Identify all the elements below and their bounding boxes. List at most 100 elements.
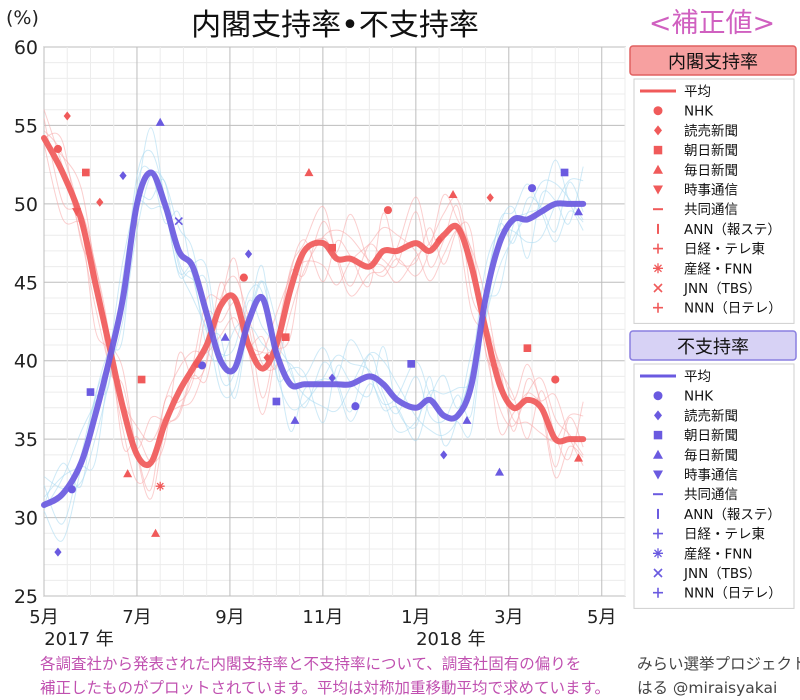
legend-label: 時事通信 [684, 468, 738, 484]
x-tick-year-label: 2017 年 [44, 629, 114, 650]
disapproval-data-point [174, 216, 183, 226]
legend-marker [654, 125, 662, 136]
y-tick-label: 25 [14, 586, 38, 608]
legend-label: 時事通信 [684, 183, 738, 199]
legend-label: 共同通信 [684, 487, 738, 503]
approval-legend-title: 内閣支持率 [668, 52, 758, 73]
legend-label: 日経・テレ東 [684, 527, 765, 543]
disapproval-data-point [155, 117, 165, 126]
legend-label: 読売新聞 [684, 123, 738, 139]
x-tick-label: 5月 [29, 607, 58, 628]
legend-label: 平均 [684, 84, 711, 100]
disapproval-data-point [440, 450, 448, 460]
disapproval-data-point [119, 171, 127, 181]
disapproval-data-point [351, 402, 360, 411]
disapproval-data-point [462, 415, 472, 424]
legend-marker [653, 548, 663, 559]
legend-label: NNN（日テレ） [684, 586, 782, 602]
x-tick-year-label: 2018 年 [416, 629, 486, 650]
y-tick-label: 35 [14, 429, 38, 451]
legend-label: ANN（報ステ） [684, 222, 781, 238]
disapproval-data-point [290, 415, 300, 424]
disapproval-data-point [244, 249, 253, 259]
pollster-faint-line [43, 109, 584, 456]
legend-label: ANN（報ステ） [684, 507, 781, 523]
legend-marker [653, 243, 663, 254]
y-tick-label: 40 [14, 351, 38, 373]
disapproval-data-point [86, 388, 95, 396]
disapproval-legend-title-box [629, 330, 797, 361]
disapproval-data-point [220, 332, 230, 341]
disapproval-average-line [41, 169, 587, 508]
legend-marker [653, 145, 663, 155]
legend-label: JNN（TBS） [683, 566, 761, 582]
legend-label: 産経・FNN [684, 261, 752, 277]
legend-label: JNN（TBS） [683, 281, 761, 297]
average-lines [41, 135, 587, 508]
legend-marker [653, 302, 663, 313]
approval-data-point [328, 243, 337, 252]
approval-data-point [448, 189, 458, 199]
approval-data-point [304, 167, 314, 177]
disapproval-data-point [560, 168, 569, 177]
footnote-line-2: 補正したものがプロットされています。平均は対称加重移動平均で求めています。 [40, 679, 610, 697]
chart-title: 内閣支持率•不支持率 [191, 8, 479, 43]
approval-legend-box [633, 78, 795, 324]
legend-marker [653, 185, 663, 195]
credit-line-2: はる @miraisyakai [637, 679, 778, 697]
legend: 内閣支持率平均NHK読売新聞朝日新聞毎日新聞時事通信共同通信ANN（報ステ）日経… [629, 45, 797, 609]
x-tick-label: 3月 [494, 607, 523, 628]
y-axis-unit-label: (%) [6, 7, 39, 29]
disapproval-data-point [197, 361, 207, 370]
legend-marker [653, 587, 663, 598]
approval-data-point [574, 453, 584, 462]
y-tick-label: 50 [14, 194, 38, 216]
disapproval-data-point [272, 397, 281, 406]
x-tick-label: 9月 [215, 607, 244, 628]
disapproval-data-point [407, 360, 416, 368]
approval-data-point [281, 333, 290, 342]
y-tick-label: 55 [14, 115, 38, 137]
legend-marker [653, 430, 663, 440]
legend-label: NHK [684, 104, 714, 120]
approval-data-point [123, 469, 133, 478]
legend-marker [653, 263, 663, 274]
x-tick-label: 7月 [122, 607, 151, 628]
x-tick-label: 1月 [401, 607, 430, 628]
legend-marker [653, 528, 663, 539]
y-tick-labels: 25 30 35 40 45 50 55 60 [14, 37, 38, 608]
legend-label: 毎日新聞 [684, 163, 738, 179]
approval-data-point [137, 375, 146, 384]
legend-marker [653, 164, 663, 174]
approval-data-point [63, 111, 71, 121]
approval-data-point [523, 344, 532, 352]
y-tick-label: 30 [14, 508, 38, 530]
legend-label: 朝日新聞 [684, 143, 738, 159]
disapproval-legend-box [633, 363, 795, 609]
approval-data-point [155, 481, 165, 491]
disapproval-data-point [527, 184, 537, 193]
approval-average-line [41, 135, 587, 468]
chart: 内閣支持率•不支持率 <補正値> (%) 25 30 35 40 45 50 55 60 5月… [6, 7, 797, 650]
approval-data-point [239, 273, 248, 282]
pollster-faint-line [43, 141, 584, 485]
y-tick-label: 45 [14, 272, 38, 294]
legend-label: 読売新聞 [684, 408, 738, 424]
legend-label: NHK [684, 389, 714, 405]
credit: みらい選挙プロジェクト はる @miraisyakai [637, 652, 800, 700]
x-tick-label: 5月 [587, 607, 616, 628]
disapproval-legend-title: 不支持率 [677, 337, 749, 358]
approval-data-point [96, 197, 104, 207]
disapproval-data-point [495, 467, 505, 476]
approval-data-point [53, 144, 62, 154]
chart-subtitle: <補正値> [649, 8, 775, 39]
legend-label: NNN（日テレ） [684, 301, 782, 317]
plot-area [43, 46, 626, 597]
footnote-line-1: 各調査社から発表された内閣支持率と不支持率について、調査社固有の偏りを [40, 655, 582, 673]
disapproval-data-point [54, 547, 62, 557]
legend-marker [653, 470, 663, 480]
legend-marker [653, 106, 663, 116]
legend-marker [653, 283, 663, 293]
legend-label: 産経・FNN [684, 546, 752, 562]
